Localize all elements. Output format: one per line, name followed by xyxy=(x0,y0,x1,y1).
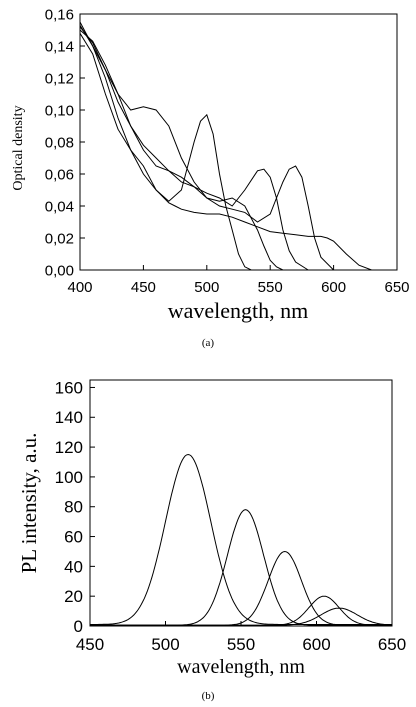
chart-a-x-tick-label: 500 xyxy=(194,279,219,296)
chart-b-y-tick-label: 0 xyxy=(74,617,83,636)
chart-b-x-tick-label: 650 xyxy=(378,635,406,654)
chart-b-x-tick-label: 500 xyxy=(151,635,179,654)
chart-a-x-tick-label: 550 xyxy=(258,279,283,296)
chart-a-series-line-1 xyxy=(79,21,258,271)
chart-b-y-tick-label: 20 xyxy=(64,587,83,606)
chart-a-series-line-2 xyxy=(79,24,296,271)
chart-b-y-tick-label: 140 xyxy=(55,408,83,427)
chart-b-x-ticks: 450 500 550 600 650 xyxy=(76,621,406,654)
chart-a-x-ticks: 400 450 500 550 600 650 xyxy=(67,265,410,296)
chart-b-y-tick-label: 100 xyxy=(55,468,83,487)
chart-b-y-tick-label: 80 xyxy=(64,498,83,517)
chart-b-x-tick-label: 450 xyxy=(76,635,104,654)
chart-a-x-tick-label: 600 xyxy=(321,279,346,296)
chart-b-series-line-4 xyxy=(90,595,392,626)
chart-a-xlabel: wavelength, nm xyxy=(168,298,309,323)
chart-b-series-line-2 xyxy=(90,509,392,626)
chart-b-y-tick-label: 40 xyxy=(64,557,83,576)
chart-b: 450 500 550 600 650 0 20 40 60 80 100 120 140 160 wa… xyxy=(17,378,406,702)
chart-b-x-tick-label: 550 xyxy=(227,635,255,654)
chart-a-y-ticks: 0,00 0,02 0,04 0,06 0,08 0,10 0,12 0,14 0,16 xyxy=(45,6,85,279)
chart-b-y-ticks: 0 20 40 60 80 100 120 140 160 xyxy=(55,378,95,636)
chart-a-ylabel: Optical density xyxy=(11,105,26,190)
chart-a-series-line-5 xyxy=(79,32,385,271)
chart-a-y-tick-label: 0,16 xyxy=(45,6,74,23)
chart-a-series-line-3 xyxy=(79,26,309,271)
chart-a-y-tick-label: 0,12 xyxy=(45,70,74,87)
chart-a-series-group xyxy=(79,21,385,271)
chart-b-ylabel: PL intensity, a.u. xyxy=(17,433,41,574)
chart-a-x-tick-label: 400 xyxy=(67,279,92,296)
chart-a-y-tick-label: 0,10 xyxy=(45,102,74,119)
chart-a-y-tick-label: 0,06 xyxy=(45,166,74,183)
chart-b-y-tick-label: 120 xyxy=(55,438,83,457)
chart-a-y-tick-label: 0,04 xyxy=(45,198,74,215)
chart-a-panel-label: (a) xyxy=(202,337,215,349)
chart-a-series-line-4 xyxy=(79,29,334,271)
chart-a-x-tick-label: 650 xyxy=(384,279,409,296)
chart-a-y-tick-label: 0,14 xyxy=(45,38,74,55)
chart-a-y-tick-label: 0,00 xyxy=(45,262,74,279)
chart-b-series-line-1 xyxy=(90,453,392,625)
chart-b-xlabel: wavelength, nm xyxy=(177,656,305,678)
chart-a-x-tick-label: 450 xyxy=(131,279,156,296)
chart-a-y-tick-label: 0,08 xyxy=(45,134,74,151)
chart-b-series-group xyxy=(90,453,393,626)
chart-b-y-tick-label: 60 xyxy=(64,527,83,546)
chart-b-x-tick-label: 600 xyxy=(302,635,330,654)
chart-b-panel-label: (b) xyxy=(202,690,215,702)
chart-a-y-tick-label: 0,02 xyxy=(45,230,74,247)
chart-b-y-tick-label: 160 xyxy=(55,378,83,397)
chart-b-frame xyxy=(89,379,393,627)
chart-b-series-line-3 xyxy=(90,550,392,626)
chart-a: 400 450 500 550 600 650 0,000,020,040,060,080… xyxy=(11,6,410,349)
